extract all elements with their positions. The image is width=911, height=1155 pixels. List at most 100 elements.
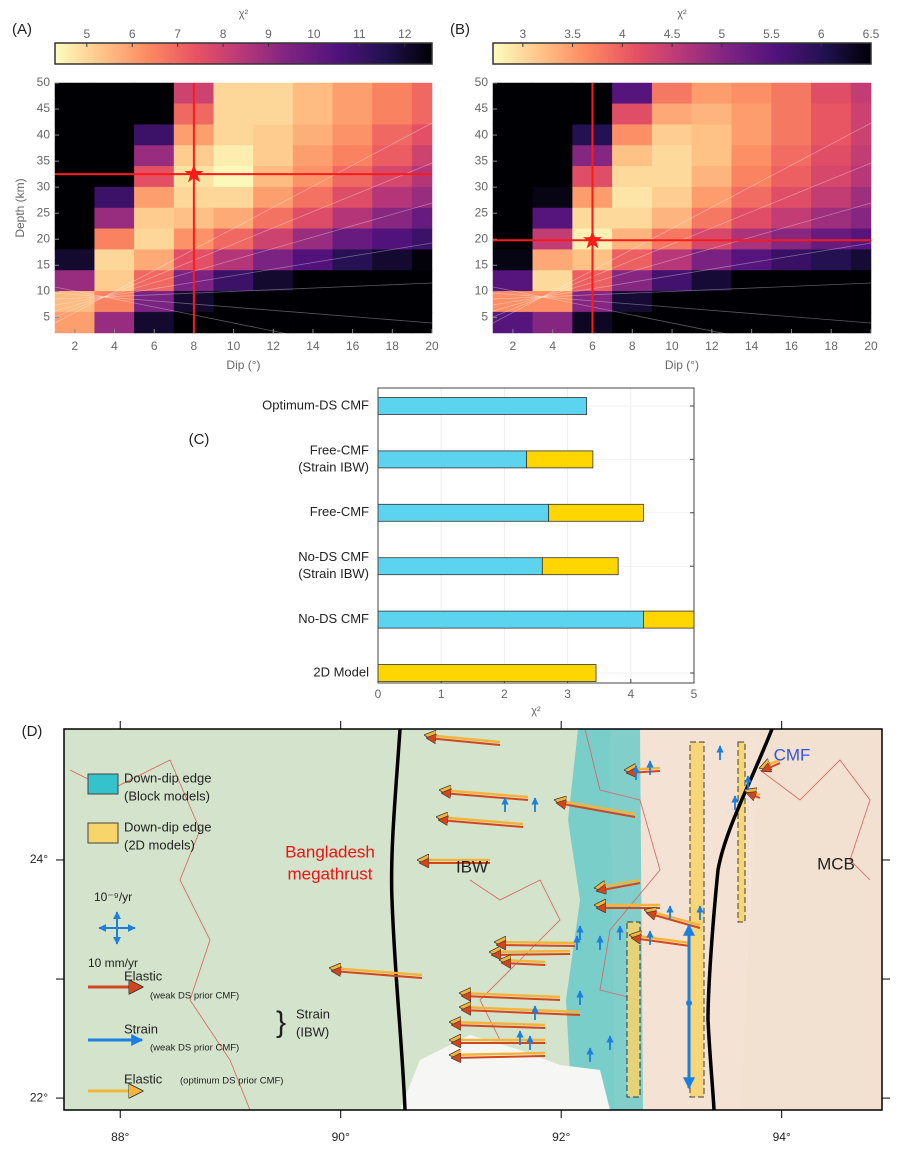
heatmap-cell: [692, 125, 732, 146]
heatmap-cell: [533, 250, 573, 271]
x-tick-label: 90°: [332, 1130, 350, 1144]
block-label: IBW: [456, 857, 488, 876]
heatmap-cell: [652, 125, 692, 146]
colorbar-tick-label: 5.5: [763, 27, 780, 41]
colorbar-label: χ²: [239, 8, 249, 20]
colorbar: [55, 43, 432, 64]
heatmap-cell: [134, 229, 174, 250]
heatmap-cell: [772, 166, 812, 187]
y-tick-label: 25: [37, 205, 51, 219]
heatmap-cell: [372, 187, 412, 208]
heatmap-cell: [55, 125, 95, 146]
y-tick-label: 30: [37, 179, 51, 193]
colorbar-tick-label: 10: [307, 27, 321, 41]
heatmap-cell: [372, 166, 412, 187]
heatmap-cell: [612, 125, 652, 146]
bar-segment: [542, 558, 618, 575]
heatmap-cell: [493, 187, 533, 208]
bar-segment: [549, 504, 644, 521]
heatmap-cell: [55, 83, 95, 104]
heatmap-cell: [732, 187, 772, 208]
heatmap-cell: [372, 271, 412, 292]
x-tick-label: 14: [745, 339, 759, 353]
heatmap-cell: [333, 166, 373, 187]
heatmap-cell: [652, 208, 692, 229]
heatmap-cell: [811, 229, 851, 250]
heatmap-cell: [372, 229, 412, 250]
bar-segment: [378, 504, 549, 521]
heatmap-cell: [412, 104, 432, 125]
heatmap-cell: [533, 166, 573, 187]
colorbar-tick-label: 4.5: [664, 27, 681, 41]
x-tick-label: 3: [564, 687, 571, 701]
heatmap-cell: [412, 208, 432, 229]
heatmap-cell: [493, 166, 533, 187]
heatmap-cell: [95, 104, 135, 125]
x-tick-label: 12: [705, 339, 719, 353]
y-tick-label: 20: [475, 231, 489, 245]
legend-label: (IBW): [296, 1024, 329, 1039]
heatmap-cell: [253, 271, 293, 292]
heatmap-cell: [214, 291, 254, 312]
bar-segment: [378, 398, 587, 415]
x-tick-label: 20: [425, 339, 439, 353]
x-tick-label: 10: [665, 339, 679, 353]
heatmap-cell: [134, 146, 174, 167]
heatmap-cell: [293, 166, 333, 187]
x-tick-label: 6: [151, 339, 158, 353]
heatmap-cell: [333, 229, 373, 250]
x-tick-label: 0: [375, 687, 382, 701]
category-label: No-DS CMF: [298, 549, 369, 564]
heatmap-cell: [851, 83, 871, 104]
heatmap-cell: [253, 208, 293, 229]
heatmap-cell: [134, 104, 174, 125]
heatmap-cell: [333, 187, 373, 208]
heatmap-cell: [293, 104, 333, 125]
y-tick-label: 50: [475, 75, 489, 89]
heatmap-cell: [533, 125, 573, 146]
y-tick-label: 30: [475, 179, 489, 193]
heatmap-cell: [851, 104, 871, 125]
heatmap-cell: [134, 271, 174, 292]
heatmap-cell: [214, 83, 254, 104]
heatmap-cell: [333, 146, 373, 167]
category-label: (Strain IBW): [298, 459, 369, 474]
heatmap-cell: [134, 208, 174, 229]
heatmap-cell: [55, 166, 95, 187]
legend-label: Elastic: [124, 968, 163, 983]
heatmap-cell: [253, 125, 293, 146]
heatmap-cell: [412, 187, 432, 208]
heatmap-cell: [412, 250, 432, 271]
fault-label: CMF: [774, 745, 811, 764]
heatmap-cell: [55, 104, 95, 125]
y-tick-label: 25: [475, 205, 489, 219]
heatmap-cell: [372, 146, 412, 167]
heatmap-cell: [55, 250, 95, 271]
heatmap-cell: [692, 208, 732, 229]
heatmap-cell: [134, 83, 174, 104]
heatmap-cell: [214, 146, 254, 167]
y-tick-label: 15: [37, 257, 51, 271]
heatmap-cell: [612, 229, 652, 250]
legend-label: (2D models): [124, 837, 195, 852]
heatmap-cell: [493, 83, 533, 104]
legend-swatch: [88, 774, 118, 794]
colorbar-tick-label: 3.5: [564, 27, 581, 41]
heatmap-cell: [293, 208, 333, 229]
heatmap-cell: [214, 229, 254, 250]
heatmap-cell: [253, 229, 293, 250]
x-tick-label: 2: [501, 687, 508, 701]
legend-label: (Block models): [124, 788, 210, 803]
heatmap-cell: [253, 83, 293, 104]
heatmap-cell: [851, 187, 871, 208]
heatmap-cell: [811, 166, 851, 187]
colorbar: [493, 43, 871, 64]
elastic-arrow: [497, 945, 575, 946]
x-tick-label: 88°: [111, 1130, 129, 1144]
heatmap-cell: [134, 166, 174, 187]
heatmap-cell: [533, 208, 573, 229]
heatmap-cell: [293, 291, 333, 312]
heatmap-cell: [293, 187, 333, 208]
heatmap-cell: [372, 83, 412, 104]
legend-sublabel: (optimum DS prior CMF): [180, 1076, 283, 1087]
